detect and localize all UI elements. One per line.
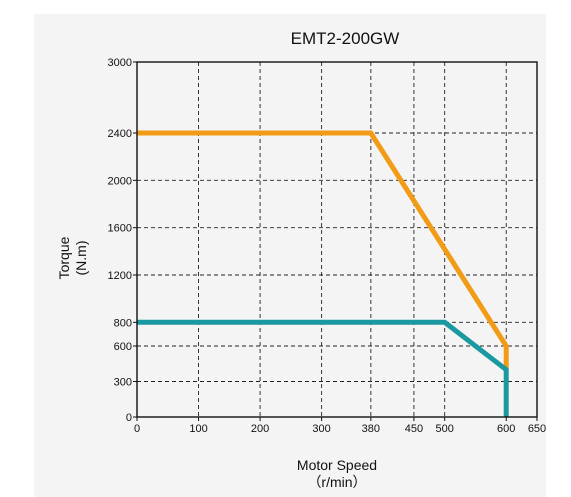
x-axis-unit: （r/min） xyxy=(307,474,366,490)
y-tick-label-2000: 2000 xyxy=(108,175,132,187)
x-tick-label-380: 380 xyxy=(362,423,380,435)
y-tick-label-0: 0 xyxy=(126,412,132,424)
y-axis-label: Torque xyxy=(56,236,72,279)
y-tick-label-2400: 2400 xyxy=(108,128,132,140)
series-line-1 xyxy=(137,130,509,370)
tick-labels: 0 100 200 300 380 450 500 600 650 0 300 600 800 1200 1… xyxy=(108,57,547,435)
x-tick-label-100: 100 xyxy=(189,423,207,435)
x-axis-label: Motor Speed xyxy=(297,457,377,473)
x-tick-label-200: 200 xyxy=(251,423,269,435)
y-tick-label-1200: 1200 xyxy=(108,270,132,282)
y-tick-label-3000: 3000 xyxy=(108,57,132,69)
grid-lines xyxy=(137,62,537,417)
y-axis-unit: (N.m) xyxy=(73,241,89,276)
series-lines xyxy=(137,130,509,417)
y-tick-label-1600: 1600 xyxy=(108,223,132,235)
x-tick-label-500: 500 xyxy=(436,423,454,435)
x-tick-label-0: 0 xyxy=(134,423,140,435)
plot-area-border xyxy=(136,61,538,418)
x-tick-label-450: 450 xyxy=(405,423,423,435)
x-tick-label-600: 600 xyxy=(497,423,515,435)
y-tick-label-600: 600 xyxy=(114,341,132,353)
x-tick-label-650: 650 xyxy=(528,423,546,435)
chart-title: EMT2-200GW xyxy=(291,29,400,48)
y-tick-label-300: 300 xyxy=(114,377,132,389)
series-line-2 xyxy=(137,319,509,417)
x-tick-label-300: 300 xyxy=(312,423,330,435)
y-tick-label-800: 800 xyxy=(114,317,132,329)
